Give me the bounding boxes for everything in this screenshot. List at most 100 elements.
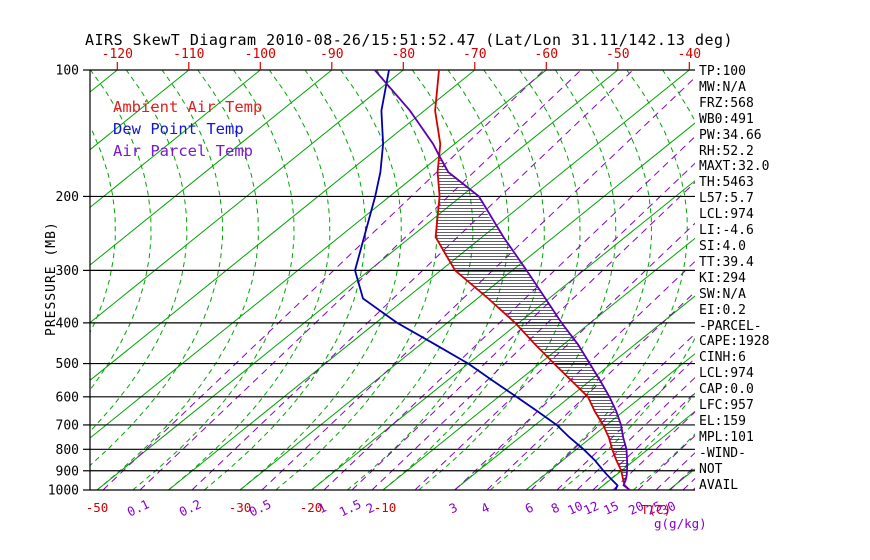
- isotherm-line: [90, 70, 476, 381]
- mixing-ratio-line: [191, 70, 634, 490]
- mixing-ratio-line: [454, 260, 695, 490]
- bottom-axis-label: -50: [86, 500, 109, 515]
- stat-line: WB0:491: [699, 111, 754, 127]
- bottom-axis-label: 4: [479, 500, 492, 517]
- isotherm-line: [90, 70, 190, 151]
- pressure-axis-title: PRESSURE (MB): [44, 221, 59, 336]
- stat-line: CAPE:1928: [699, 334, 770, 350]
- bottom-axis-label: 25: [644, 498, 664, 518]
- ambient-temp-curve: [434, 70, 631, 490]
- pressure-tick-label: 100: [56, 64, 79, 79]
- pressure-tick-label: 700: [56, 418, 79, 433]
- pressure-tick-label: 200: [56, 190, 79, 205]
- saturation-adiabat-line: [275, 70, 438, 490]
- legend-dew-point-temp: Dew Point Temp: [113, 120, 244, 138]
- chart-background: [0, 70, 695, 490]
- mixing-ratio-line: [323, 135, 695, 490]
- bottom-axis-label: 12: [581, 498, 601, 518]
- bottom-axis-label: 30: [658, 498, 678, 518]
- bottom-axis-label: 8: [549, 500, 562, 517]
- stat-line: CINH:6: [699, 350, 746, 366]
- top-temp-label: -120: [102, 47, 133, 62]
- mixing-ratio-line: [556, 357, 695, 490]
- stat-line: -WIND-: [699, 445, 746, 461]
- isotherm-line: [90, 70, 547, 439]
- pressure-tick-label: 300: [56, 264, 79, 279]
- stat-line: KI:294: [699, 270, 746, 286]
- temp-unit-label: T(C): [641, 502, 672, 517]
- stat-line: RH:52.2: [699, 143, 754, 159]
- saturation-adiabat-line: [561, 70, 695, 490]
- stat-line: LCL:974: [699, 366, 754, 382]
- isotherm-line: [0, 70, 46, 490]
- stat-line: SI:4.0: [699, 238, 746, 254]
- saturation-adiabat-line: [90, 70, 224, 467]
- isotherm-line: [525, 353, 695, 490]
- stat-line: EI:0.2: [699, 302, 746, 318]
- pressure-tick-label: 1000: [48, 484, 79, 499]
- stat-line: MAXT:32.0: [699, 159, 770, 175]
- bottom-axis-label: 15: [601, 498, 621, 518]
- mixing-ratio-line: [486, 291, 695, 490]
- cape-hatched-area: [435, 154, 628, 482]
- top-temp-label: -90: [320, 47, 343, 62]
- stat-line: LFC:957: [699, 398, 754, 414]
- stat-line: L57:5.7: [699, 191, 754, 207]
- saturation-adiabat-line: [382, 70, 545, 490]
- saturation-adiabat-line: [311, 70, 474, 490]
- top-temp-label: -80: [392, 47, 415, 62]
- top-temp-label: -100: [245, 47, 276, 62]
- legend-ambient-air-temp: Ambient Air Temp: [113, 98, 263, 116]
- pressure-axis: 100 200 300 400 500 600 700 800 900 1000: [48, 64, 695, 499]
- stat-line: CAP:0.0: [699, 382, 754, 398]
- parcel-temp-curve: [374, 70, 631, 490]
- bottom-axis-label: -10: [374, 500, 397, 515]
- stat-line: PW:34.66: [699, 127, 762, 143]
- mixing-ratio-line: [414, 222, 695, 490]
- saturation-adiabat-line: [239, 70, 402, 490]
- pressure-tick-label: 900: [56, 464, 79, 479]
- stat-line: TT:39.4: [699, 254, 754, 270]
- mixing-ratio-line: [576, 376, 695, 490]
- saturation-adiabat-line: [132, 70, 295, 490]
- stat-line: LCL:974: [699, 207, 754, 223]
- saturation-adiabat-line: [0, 70, 8, 490]
- isotherm-line: [597, 410, 695, 490]
- sounding-curves: [354, 70, 631, 490]
- pressure-tick-label: 400: [56, 316, 79, 331]
- stat-line: -PARCEL-: [699, 318, 762, 334]
- mixing-ratio-line: [351, 162, 695, 490]
- mixing-ratio-line: [612, 411, 695, 490]
- isotherm-line: [454, 295, 695, 490]
- saturation-adiabat-line: [0, 70, 44, 490]
- top-temp-axis: -120 -110 -100 -90 -80 -70 -60 -50 -40: [102, 47, 701, 70]
- bottom-axis-label: -20: [300, 500, 323, 515]
- top-temp-label: -40: [678, 47, 701, 62]
- saturation-adiabat-line: [90, 70, 188, 432]
- stat-line: AVAIL: [699, 477, 739, 493]
- bottom-axis-label: 10: [565, 498, 585, 518]
- stats-panel: TP:100 MW:N/A FRZ:568 WB0:491 PW:34.66 RH:52.…: [699, 64, 769, 493]
- isotherm-line: [382, 237, 695, 490]
- top-temp-label: -70: [463, 47, 486, 62]
- saturation-adiabat-line: [489, 70, 653, 490]
- stat-line: MW:N/A: [699, 79, 746, 95]
- stat-line: SW:N/A: [699, 286, 746, 302]
- saturation-adiabat-line: [90, 70, 152, 391]
- saturation-adiabat-line: [90, 125, 116, 334]
- saturation-adiabat-line: [418, 70, 581, 490]
- isotherm-line: [90, 70, 261, 208]
- legend-air-parcel-temp: Air Parcel Temp: [113, 142, 253, 160]
- legend: Ambient Air Temp Dew Point Temp Air Parc…: [113, 96, 262, 162]
- bottom-axis-label: -30: [229, 500, 252, 515]
- stat-line: FRZ:568: [699, 95, 754, 111]
- isotherm-line: [168, 70, 690, 490]
- pressure-tick-label: 500: [56, 357, 79, 372]
- bottom-axis-label: 6: [523, 500, 536, 517]
- bottom-axis-label: 20: [626, 498, 646, 518]
- bottom-axis-label: 1.5: [337, 496, 364, 519]
- mixing-ratio-line: [139, 70, 582, 490]
